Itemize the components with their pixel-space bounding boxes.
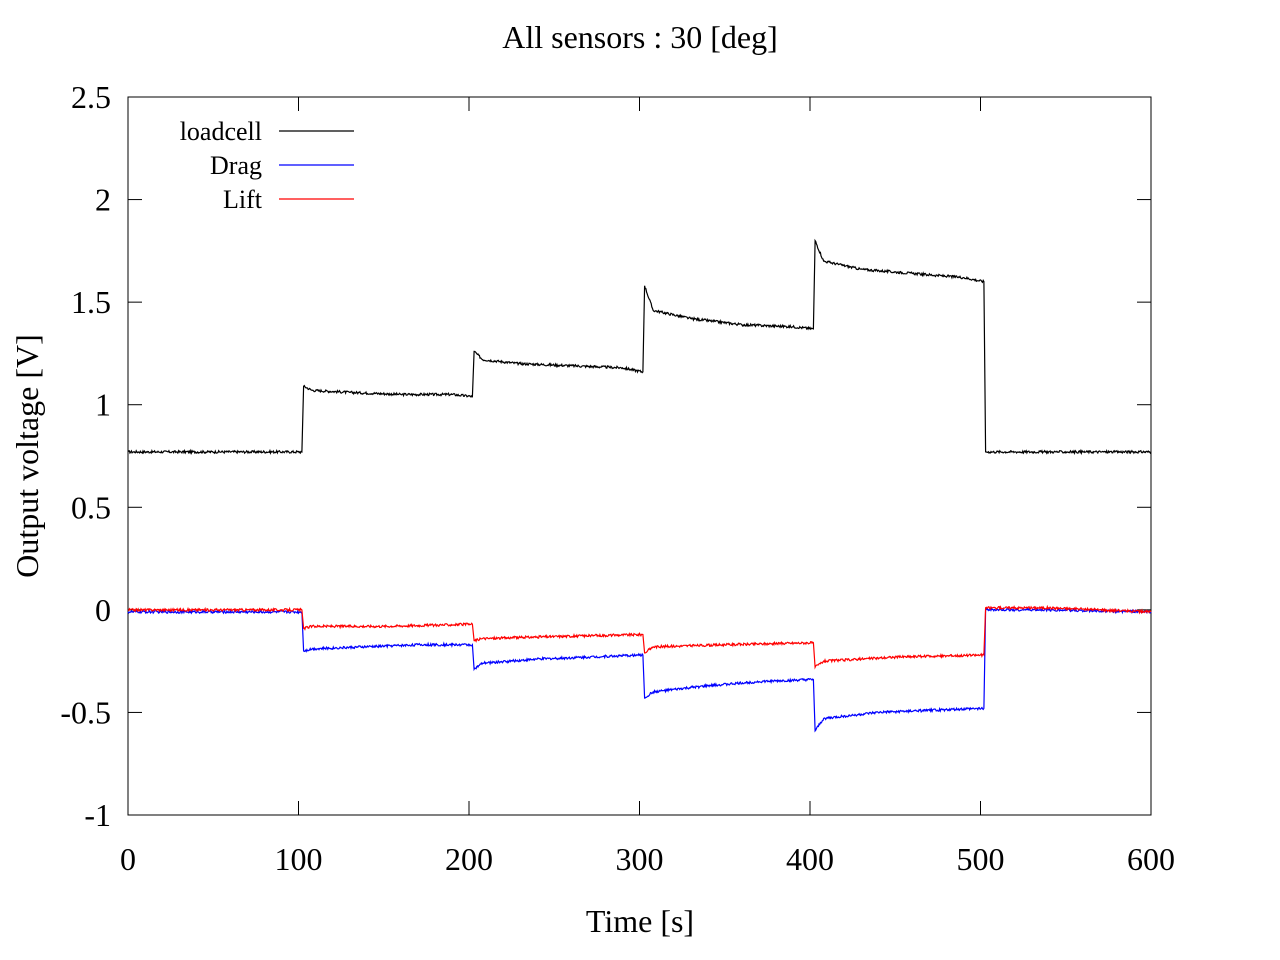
y-axis-label: Output voltage [V] xyxy=(9,334,45,578)
legend: loadcell Drag Lift xyxy=(180,117,354,214)
x-tick-label: 100 xyxy=(275,841,323,877)
y-tick-label: 0 xyxy=(95,592,111,628)
series-line-loadcell xyxy=(127,238,1152,456)
y-tick-label: 2 xyxy=(95,182,111,218)
x-tick-label: 300 xyxy=(616,841,664,877)
series-lines xyxy=(127,238,1152,733)
y-tick-label: 2.5 xyxy=(71,79,111,115)
y-tick-label: 1 xyxy=(95,387,111,423)
legend-label: Lift xyxy=(223,185,263,214)
y-tick-label: -0.5 xyxy=(60,694,111,730)
x-tick-label: 500 xyxy=(957,841,1005,877)
y-tick-label: 1.5 xyxy=(71,284,111,320)
legend-label: Drag xyxy=(210,151,262,180)
plot-frame xyxy=(127,96,1152,816)
series-line-drag xyxy=(127,606,1152,733)
y-tick-label: 0.5 xyxy=(71,489,111,525)
legend-label: loadcell xyxy=(180,117,262,146)
x-axis-label: Time [s] xyxy=(586,903,694,939)
x-tick-label: 200 xyxy=(445,841,493,877)
series-line-lift xyxy=(127,604,1152,670)
x-tick-label: 0 xyxy=(120,841,136,877)
y-tick-label: -1 xyxy=(84,797,111,833)
chart-title: All sensors : 30 [deg] xyxy=(502,19,778,55)
x-tick-label: 400 xyxy=(786,841,834,877)
x-tick-label: 600 xyxy=(1127,841,1175,877)
axes: 0 100 200 300 400 500 600 -1 -0.5 0 0.5 1 1.5 2 2.5 xyxy=(60,79,1175,877)
